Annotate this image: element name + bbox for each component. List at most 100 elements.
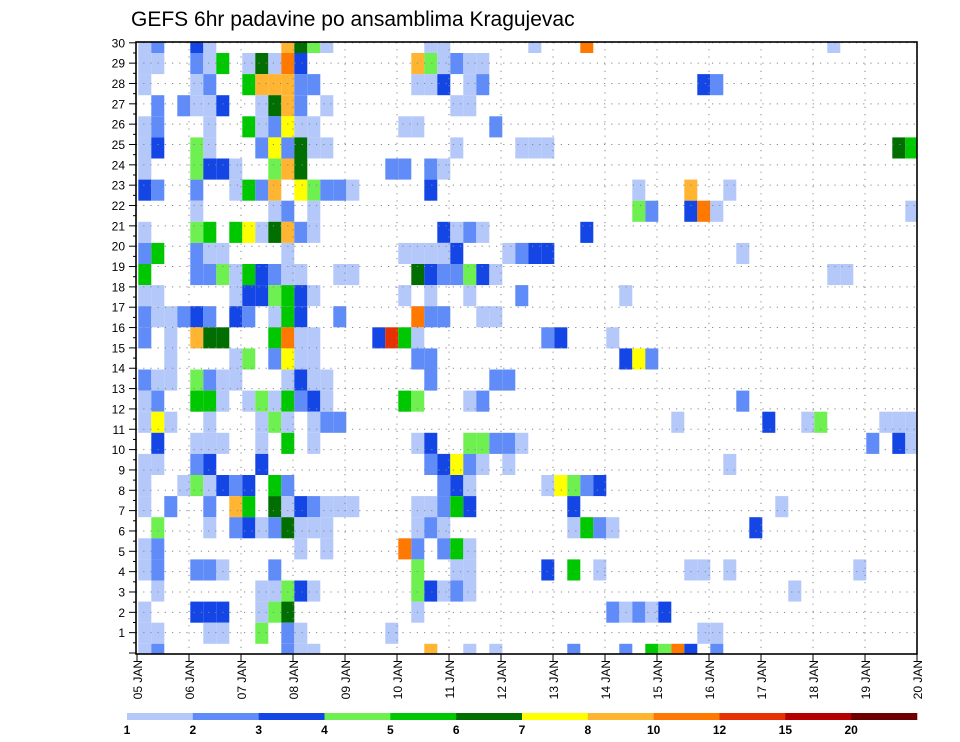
heatmap-cell (294, 496, 308, 518)
heatmap-cell (138, 643, 152, 654)
heatmap-cell (450, 95, 464, 117)
heatmap-cell (320, 42, 334, 53)
heatmap-cell (190, 200, 204, 222)
heatmap-cell (138, 306, 152, 328)
heatmap-cell (567, 559, 581, 581)
heatmap-cell (268, 411, 282, 433)
heatmap-cell (424, 432, 438, 454)
heatmap-cell (307, 285, 321, 307)
heatmap-cell (294, 348, 308, 370)
heatmap-cell (255, 622, 269, 644)
heatmap-cell (463, 390, 477, 412)
heatmap-cell (437, 496, 451, 518)
heatmap-cell (476, 306, 490, 328)
heatmap-cell (684, 200, 698, 222)
heatmap-cell (320, 411, 334, 433)
heatmap-cell (190, 95, 204, 117)
heatmap-cell (255, 517, 269, 539)
heatmap-cell (294, 95, 308, 117)
heatmap-cell (203, 601, 217, 623)
y-tick-label: 9 (118, 463, 125, 477)
heatmap-cell (541, 475, 555, 497)
heatmap-cell (736, 242, 750, 264)
heatmap-cell (281, 221, 295, 243)
heatmap-cell (255, 74, 269, 96)
heatmap-cell (216, 327, 230, 349)
heatmap-cell (294, 137, 308, 159)
heatmap-cell (164, 348, 178, 370)
heatmap-cell (229, 306, 243, 328)
x-tick-label: 09 JAN (339, 660, 353, 699)
x-tick-label: 08 JAN (287, 660, 301, 699)
heatmap-cell (567, 496, 581, 518)
heatmap-cell (151, 559, 165, 581)
heatmap-cell (268, 264, 282, 286)
heatmap-cell (645, 601, 659, 623)
heatmap-cell (346, 179, 360, 201)
heatmap-cell (606, 601, 620, 623)
heatmap-cell (606, 517, 620, 539)
heatmap-cell (411, 327, 425, 349)
heatmap-cell (450, 137, 464, 159)
heatmap-cell (242, 116, 256, 138)
heatmap-cell (684, 179, 698, 201)
heatmap-cell (190, 390, 204, 412)
heatmap-cell (138, 622, 152, 644)
y-tick-label: 19 (112, 260, 126, 274)
legend-swatch (851, 713, 918, 720)
heatmap-cell (242, 74, 256, 96)
heatmap-cell (411, 559, 425, 581)
heatmap-cell (307, 643, 321, 654)
heatmap-cell (320, 496, 334, 518)
heatmap-cell (281, 285, 295, 307)
heatmap-cell (476, 432, 490, 454)
heatmap-cell (437, 580, 451, 602)
heatmap-cell (515, 137, 529, 159)
heatmap-cell (398, 538, 412, 560)
heatmap-cell (307, 221, 321, 243)
heatmap-cell (203, 496, 217, 518)
heatmap-cell (307, 390, 321, 412)
heatmap-cell (151, 411, 165, 433)
heatmap-cell (229, 475, 243, 497)
heatmap-cell (138, 264, 152, 286)
y-tick-label: 13 (112, 382, 126, 396)
heatmap-cell (190, 559, 204, 581)
heatmap-cell (645, 348, 659, 370)
legend-label: 1 (124, 723, 131, 737)
heatmap-cell (255, 601, 269, 623)
heatmap-cell (151, 643, 165, 654)
heatmap-cell (320, 179, 334, 201)
heatmap-cell (411, 264, 425, 286)
heatmap-cell (866, 432, 880, 454)
heatmap-cell (255, 390, 269, 412)
heatmap-cell (411, 116, 425, 138)
heatmap-cell (463, 74, 477, 96)
heatmap-cell (463, 538, 477, 560)
heatmap-cell (242, 306, 256, 328)
heatmap-cell (268, 179, 282, 201)
heatmap-cell (268, 475, 282, 497)
heatmap-cell (697, 559, 711, 581)
heatmap-cell (749, 517, 763, 539)
heatmap-cell (242, 475, 256, 497)
heatmap-cell (307, 432, 321, 454)
y-tick-label: 30 (112, 36, 126, 50)
heatmap-cell (281, 411, 295, 433)
heatmap-cell (177, 306, 191, 328)
heatmap-cell (281, 42, 295, 53)
heatmap-cell (255, 432, 269, 454)
heatmap-cell (190, 53, 204, 75)
heatmap-cell (151, 116, 165, 138)
heatmap-cell (645, 200, 659, 222)
heatmap-cell (333, 411, 347, 433)
heatmap-cell (541, 242, 555, 264)
heatmap-cell (489, 369, 503, 391)
heatmap-cell (138, 453, 152, 475)
heatmap-cell (203, 137, 217, 159)
heatmap-cell (333, 496, 347, 518)
legend-swatch (587, 713, 654, 720)
heatmap-cell (216, 158, 230, 180)
heatmap-cell (346, 264, 360, 286)
heatmap-cell (203, 453, 217, 475)
